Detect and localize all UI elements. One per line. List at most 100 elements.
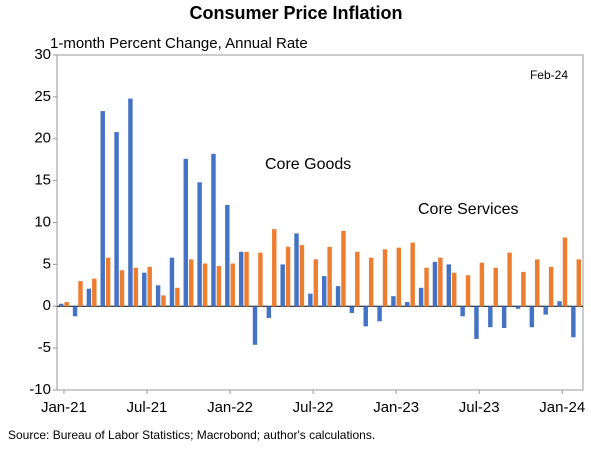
plot-frame (56, 54, 584, 391)
bar (161, 295, 166, 307)
bar (465, 275, 471, 307)
bar (294, 233, 299, 307)
y-tick-label: 5 (43, 255, 51, 272)
bar (452, 272, 457, 307)
bar (377, 306, 382, 322)
x-tick-label: Jan-23 (373, 399, 419, 416)
bar (355, 251, 360, 307)
bar (128, 98, 133, 307)
bar (410, 242, 415, 307)
bar (396, 247, 402, 307)
y-tick-label: 25 (34, 88, 51, 105)
bar (432, 261, 438, 307)
bar (280, 264, 285, 307)
bar (92, 278, 97, 307)
bar (571, 306, 576, 338)
bar (501, 306, 507, 329)
bar (147, 266, 152, 307)
bar (285, 246, 291, 307)
bar (244, 251, 249, 307)
y-tick-label: 10 (34, 213, 51, 230)
bar (272, 229, 277, 307)
y-tick-label: 15 (34, 172, 51, 189)
bar (225, 204, 230, 307)
bar (391, 296, 396, 307)
bar (341, 230, 346, 307)
bar (252, 306, 258, 345)
bar (58, 303, 64, 307)
bar (321, 276, 327, 307)
bar (424, 267, 429, 307)
date-note: Feb-24 (530, 68, 568, 82)
bar (363, 306, 368, 327)
bar (308, 293, 313, 307)
bar (349, 306, 355, 313)
x-tick-label: Jul-22 (293, 399, 334, 416)
bar (368, 257, 374, 307)
bar (72, 306, 78, 317)
y-tick-label: 0 (43, 297, 51, 314)
bar (438, 257, 443, 307)
bar (142, 272, 147, 307)
bar (460, 306, 465, 317)
bar (529, 306, 535, 328)
bar (114, 132, 119, 307)
bar (557, 301, 562, 307)
chart-subtitle: 1-month Percent Change, Annual Rate (50, 35, 308, 52)
bar (548, 266, 554, 307)
bar (474, 306, 479, 339)
bar (535, 259, 540, 307)
bar (133, 267, 139, 307)
bar (155, 285, 161, 307)
bar (543, 306, 548, 315)
x-tick-label: Jul-23 (459, 399, 500, 416)
bar (313, 259, 319, 307)
bar (175, 287, 180, 307)
y-tick-label: 30 (34, 46, 51, 63)
bar (211, 153, 216, 307)
x-tick-label: Jan-22 (207, 399, 253, 416)
bar (382, 249, 388, 307)
bar (515, 306, 521, 309)
bar (238, 251, 244, 307)
bar (230, 263, 235, 307)
bar (493, 267, 498, 307)
series-label: Core Goods (265, 156, 351, 173)
bar (169, 257, 175, 307)
chart-title: Consumer Price Inflation (189, 3, 402, 23)
y-tick-label: 20 (34, 130, 51, 147)
bar (576, 259, 582, 307)
bar (100, 111, 105, 307)
bar (258, 252, 263, 307)
bar (119, 270, 125, 307)
bar (488, 306, 493, 328)
x-tick-label: Jan-21 (41, 399, 87, 416)
bar (202, 263, 208, 307)
x-tick-label: Jul-21 (127, 399, 168, 416)
bar (418, 287, 424, 307)
bar (64, 302, 69, 307)
bar (562, 237, 568, 307)
bar (521, 271, 526, 307)
bar (86, 288, 92, 307)
bar (216, 266, 222, 307)
y-tick-label: -5 (38, 339, 51, 356)
x-tick-label: Jan-24 (539, 399, 585, 416)
bar (507, 252, 512, 307)
bar (266, 306, 272, 318)
bar (299, 245, 305, 307)
bar (327, 246, 332, 307)
bar (479, 262, 485, 307)
y-tick-label: -10 (29, 381, 51, 398)
bar (446, 264, 451, 307)
bar (189, 259, 194, 307)
bar (183, 158, 188, 307)
source-note: Source: Bureau of Labor Statistics; Macr… (8, 428, 375, 442)
bar (405, 302, 410, 307)
bar (105, 257, 111, 307)
bar (197, 182, 202, 307)
series-label: Core Services (418, 201, 518, 218)
bar (335, 286, 341, 307)
bar (78, 281, 83, 307)
